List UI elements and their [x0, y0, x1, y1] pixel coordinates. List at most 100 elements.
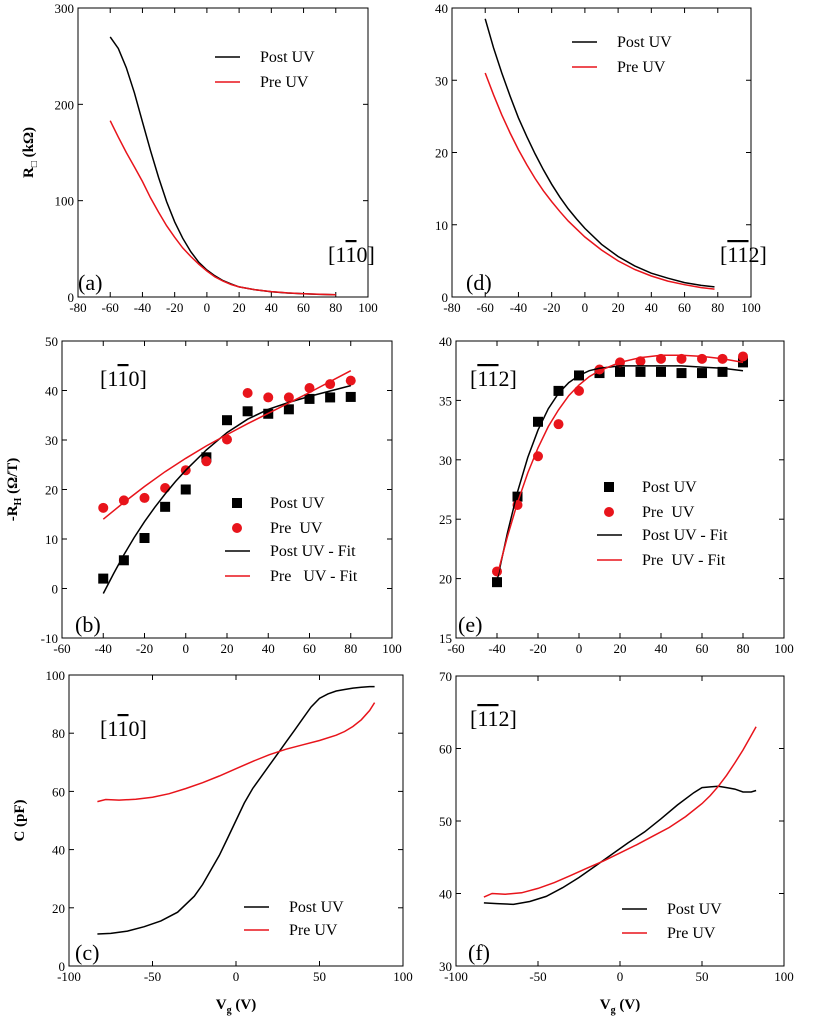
- plot-frame-a: [77, 7, 369, 298]
- y-tick-label: 0: [52, 582, 59, 597]
- y-axis-label-sub: □: [29, 161, 40, 167]
- data-point-square: [615, 366, 625, 377]
- x-tick-label: 20: [612, 300, 625, 315]
- y-tick-label: 10: [45, 532, 58, 547]
- x-tick-label: 80: [711, 300, 724, 315]
- x-tick-label: 50: [313, 969, 326, 984]
- legend-swatch-circle: [232, 523, 242, 533]
- x-tick-label: 0: [183, 641, 190, 656]
- x-tick-label: -50: [144, 969, 161, 984]
- data-point-circle: [160, 483, 171, 494]
- x-tick-label: -60: [102, 300, 119, 315]
- y-tick-label: 40: [439, 887, 452, 902]
- x-tick-label: 0: [617, 969, 624, 984]
- panel-label: (a): [78, 270, 102, 295]
- y-tick-label: 0: [442, 290, 449, 305]
- data-point-circle: [345, 375, 356, 386]
- data-point-circle: [98, 502, 109, 513]
- data-point-square: [325, 392, 336, 403]
- direction-label-text: [110]: [328, 242, 375, 267]
- x-tick-label: -40: [488, 641, 505, 656]
- x-tick-label: -80: [443, 300, 460, 315]
- direction-label-part: 1: [727, 242, 737, 267]
- legend-swatch-circle: [604, 507, 614, 517]
- x-tick-label: 0: [582, 300, 589, 315]
- legend-label: Post UV: [617, 34, 672, 51]
- series-line-post-uv: [484, 18, 715, 288]
- y-axis-label-unit: (kΩ): [21, 127, 37, 161]
- x-tick-label: 40: [265, 300, 278, 315]
- direction-label-part: 2]: [499, 366, 517, 391]
- legend-label: Post UV: [270, 495, 325, 512]
- y-tick-label: 10: [435, 218, 448, 233]
- y-axis-label-main: -R: [5, 505, 21, 521]
- x-tick-label: 60: [297, 300, 310, 315]
- y-tick-label: 40: [52, 843, 65, 858]
- data-point-square: [697, 368, 707, 379]
- y-axis-label: -RH (Ω/T): [5, 458, 24, 522]
- panel-label: (e): [458, 612, 482, 637]
- direction-label-part: 2]: [749, 242, 767, 267]
- data-point-circle: [325, 379, 336, 390]
- direction-label: [110]: [100, 716, 147, 741]
- panel-label: (d): [466, 270, 492, 295]
- data-point-square: [533, 416, 543, 427]
- x-tick-label: -100: [57, 969, 81, 984]
- x-tick-label: 20: [221, 641, 234, 656]
- x-tick-label: -60: [477, 300, 494, 315]
- y-tick-label: 60: [52, 784, 65, 799]
- data-point-square: [118, 555, 129, 566]
- y-tick-label: 70: [439, 669, 452, 684]
- direction-label: [110]: [328, 242, 375, 267]
- x-tick-label: 100: [774, 641, 794, 656]
- y-tick-label: 30: [439, 453, 452, 468]
- x-tick-label: 20: [233, 300, 246, 315]
- data-point-circle: [738, 351, 748, 362]
- x-tick-label: 80: [737, 641, 750, 656]
- y-tick-label: 40: [435, 1, 448, 16]
- y-tick-label: 25: [439, 512, 452, 527]
- data-point-circle: [201, 456, 212, 467]
- direction-label-part: 1: [477, 706, 487, 731]
- series-line-post-uv: [97, 685, 375, 935]
- data-point-square: [180, 484, 191, 495]
- y-tick-label: 50: [439, 814, 452, 829]
- x-tick-label: 60: [303, 641, 316, 656]
- data-point-circle: [242, 387, 253, 398]
- direction-label-text: [110]: [100, 366, 147, 391]
- data-point-square: [492, 577, 502, 588]
- y-tick-label: 20: [435, 146, 448, 161]
- x-tick-label: -40: [95, 641, 112, 656]
- y-axis-label: R□ (kΩ): [21, 127, 40, 178]
- legend-swatch-square: [232, 498, 242, 508]
- data-point-square: [717, 366, 728, 377]
- y-tick-label: 100: [46, 668, 66, 683]
- data-point-circle: [222, 434, 232, 445]
- direction-label-part: [: [470, 706, 477, 731]
- direction-label-part: 1: [118, 366, 129, 391]
- x-tick-label: 80: [344, 641, 357, 656]
- x-tick-label: 0: [576, 641, 583, 656]
- legend-label: Pre UV - Fit: [270, 568, 358, 585]
- panel-e: -60 -40 -20 0 20 40 60 80 100 15 20 25 30 35 40 Post UV…: [439, 334, 794, 656]
- direction-label-text: [112]: [470, 366, 517, 391]
- data-point-circle: [139, 492, 150, 503]
- y-tick-label: 30: [435, 73, 448, 88]
- y-tick-label: 40: [45, 384, 58, 399]
- direction-label-part: 1: [477, 366, 487, 391]
- data-point-circle: [304, 383, 315, 394]
- x-axis-label-sub: g: [227, 1005, 232, 1016]
- y-tick-label: 15: [439, 631, 452, 646]
- legend-label: Post UV: [260, 49, 315, 66]
- y-axis-label-unit: (Ω/T): [5, 458, 21, 498]
- x-tick-label: -40: [134, 300, 151, 315]
- direction-label-part: 1: [118, 716, 129, 741]
- x-tick-label: -60: [447, 641, 464, 656]
- data-point-square: [283, 404, 294, 415]
- plot-frame-d: [451, 7, 752, 298]
- data-point-square: [345, 391, 356, 402]
- data-point-square: [242, 406, 253, 417]
- legend-label: Post UV - Fit: [642, 527, 728, 544]
- direction-label: [112]: [470, 706, 517, 731]
